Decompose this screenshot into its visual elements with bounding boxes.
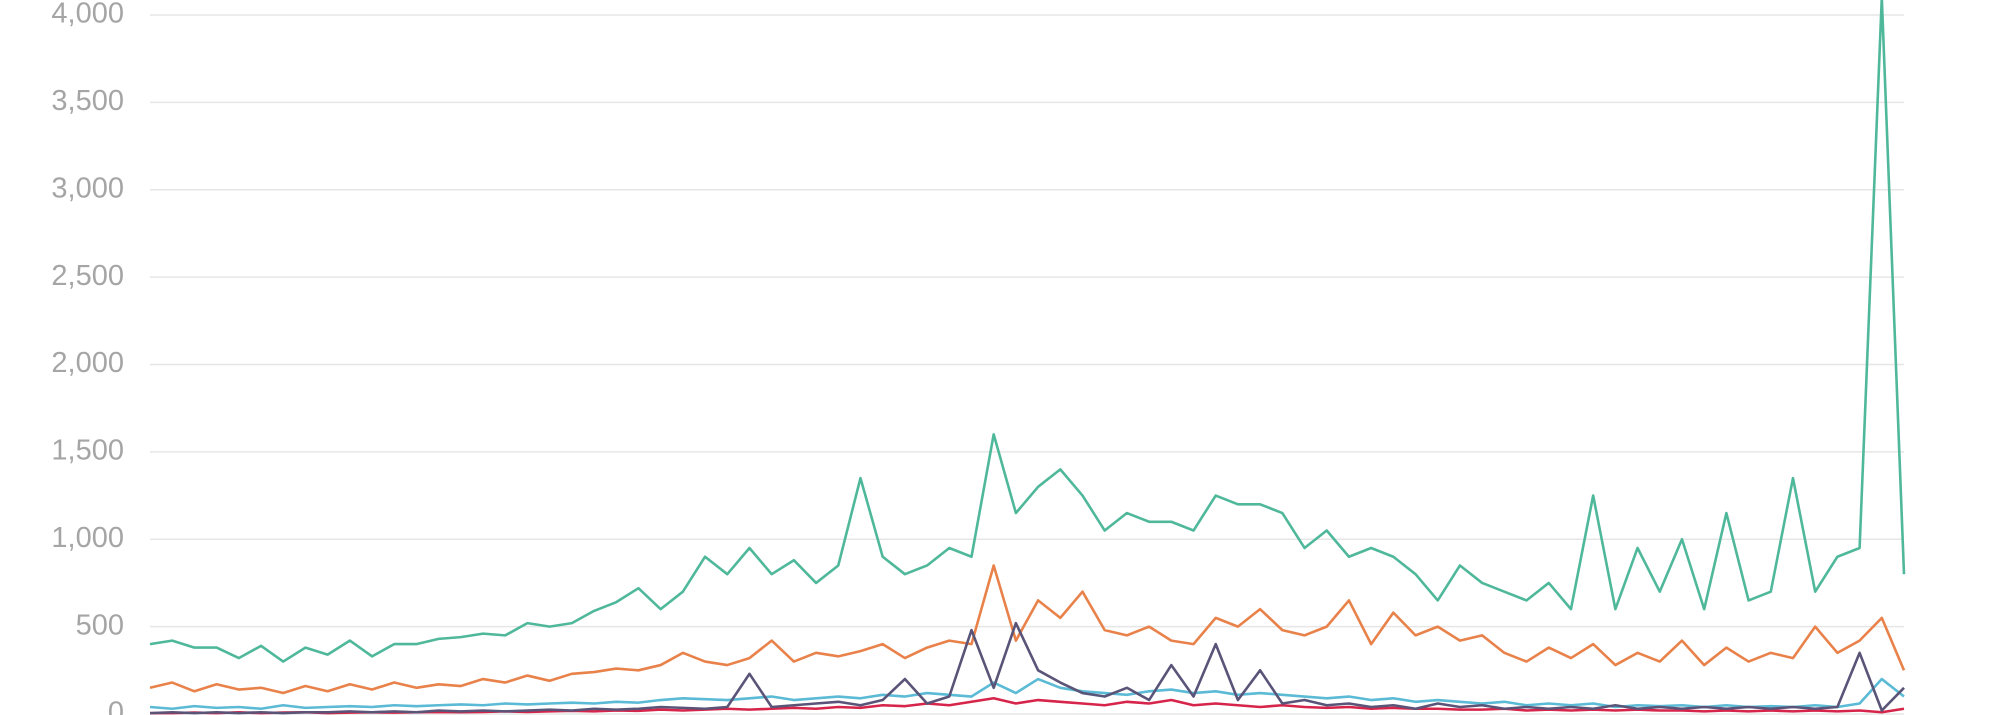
data-line	[150, 696, 1905, 715]
data-line	[149, 564, 1906, 695]
data-line	[149, 677, 1905, 711]
y-tick-label: 1,000	[51, 522, 124, 554]
y-tick-label: 0	[108, 697, 124, 715]
y-tick-label: 3,000	[51, 172, 124, 204]
y-tick-label: 2,500	[51, 260, 124, 292]
data-line	[149, 0, 1906, 663]
y-tick-label: 2,000	[51, 347, 124, 379]
y-tick-label: 4,000	[51, 0, 124, 30]
y-tick-label: 500	[76, 609, 124, 641]
data-line	[149, 621, 1905, 715]
y-tick-label: 3,500	[51, 85, 124, 117]
y-tick-label: 1,500	[51, 435, 124, 467]
